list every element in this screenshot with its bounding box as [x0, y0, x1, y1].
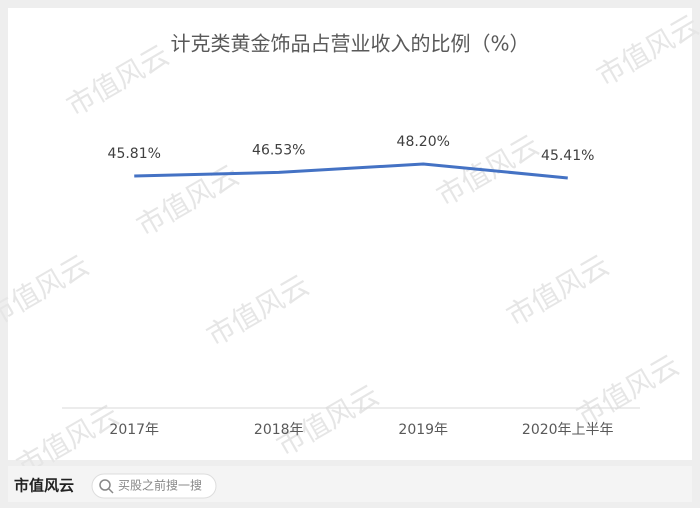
x-tick-label: 2019年 [398, 422, 448, 438]
search-box[interactable] [91, 473, 217, 499]
chart-title: 计克类黄金饰品占营业收入的比例（%） [170, 32, 529, 56]
card [8, 8, 692, 460]
search-placeholder: 买股之前搜一搜 [118, 478, 202, 493]
search-icon-handle [108, 488, 114, 494]
x-tick-label: 2018年 [254, 422, 304, 438]
x-tick-label: 2020年上半年 [522, 422, 614, 438]
x-tick-label: 2017年 [109, 422, 159, 438]
footer-logo: 市值风云 [14, 477, 74, 495]
data-label: 45.81% [108, 146, 161, 162]
data-label: 48.20% [397, 134, 450, 150]
search-icon [99, 479, 111, 491]
data-label: 46.53% [252, 142, 305, 158]
line [134, 162, 568, 180]
data-label: 45.41% [541, 148, 594, 164]
